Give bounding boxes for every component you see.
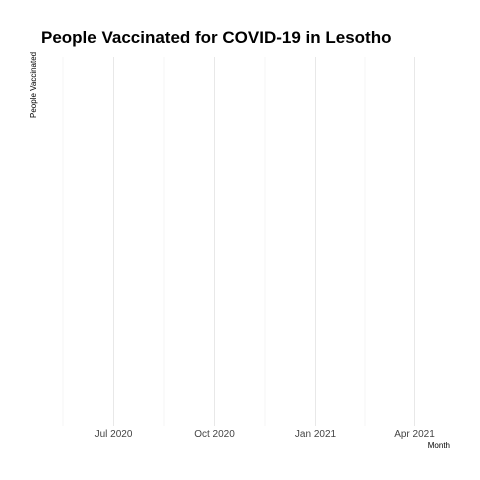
chart-title: People Vaccinated for COVID-19 in Lesoth… (41, 28, 391, 47)
x-axis-label: Month (428, 441, 450, 450)
gridlines (62, 57, 415, 426)
x-axis-ticks: Jul 2020 Oct 2020 Jan 2021 Apr 2021 (95, 429, 436, 440)
x-tick-label: Oct 2020 (194, 429, 235, 440)
x-tick-label: Apr 2021 (394, 429, 435, 440)
y-axis-label: People Vaccinated (29, 52, 38, 118)
x-tick-label: Jan 2021 (295, 429, 337, 440)
x-tick-label: Jul 2020 (95, 429, 133, 440)
